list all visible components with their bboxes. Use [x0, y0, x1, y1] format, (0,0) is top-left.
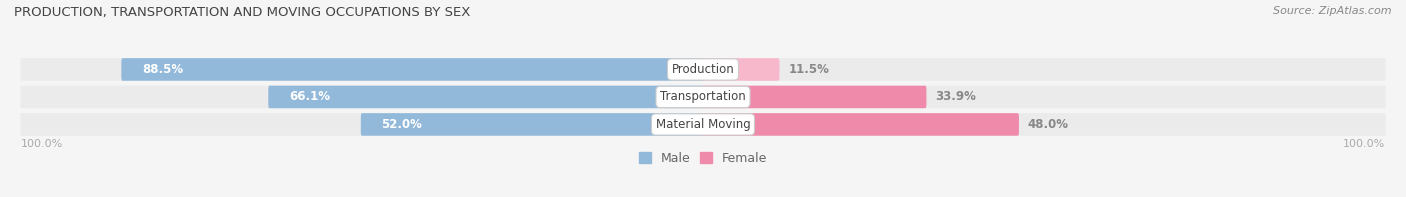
FancyBboxPatch shape: [702, 113, 1019, 136]
FancyBboxPatch shape: [121, 58, 704, 81]
FancyBboxPatch shape: [702, 58, 779, 81]
FancyBboxPatch shape: [21, 58, 1385, 81]
FancyBboxPatch shape: [361, 113, 704, 136]
Text: 52.0%: 52.0%: [381, 118, 422, 131]
Text: 100.0%: 100.0%: [21, 139, 63, 150]
FancyBboxPatch shape: [21, 86, 1385, 108]
Legend: Male, Female: Male, Female: [638, 152, 768, 165]
Text: 100.0%: 100.0%: [1343, 139, 1385, 150]
FancyBboxPatch shape: [21, 113, 1385, 136]
Text: 88.5%: 88.5%: [142, 63, 183, 76]
Text: 33.9%: 33.9%: [935, 90, 976, 103]
Text: Source: ZipAtlas.com: Source: ZipAtlas.com: [1274, 6, 1392, 16]
Text: 48.0%: 48.0%: [1028, 118, 1069, 131]
Text: Production: Production: [672, 63, 734, 76]
Text: PRODUCTION, TRANSPORTATION AND MOVING OCCUPATIONS BY SEX: PRODUCTION, TRANSPORTATION AND MOVING OC…: [14, 6, 471, 19]
Text: Transportation: Transportation: [661, 90, 745, 103]
Text: Material Moving: Material Moving: [655, 118, 751, 131]
FancyBboxPatch shape: [702, 86, 927, 108]
Text: 11.5%: 11.5%: [789, 63, 830, 76]
Text: 66.1%: 66.1%: [290, 90, 330, 103]
FancyBboxPatch shape: [269, 86, 704, 108]
